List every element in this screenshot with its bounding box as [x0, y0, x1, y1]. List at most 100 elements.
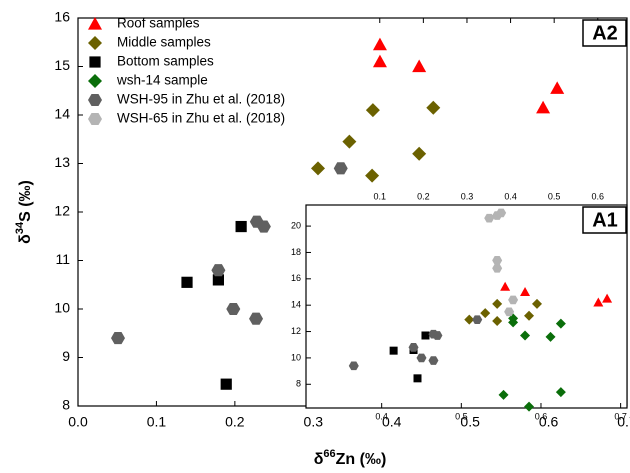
data-point: [504, 307, 515, 317]
data-point: [212, 274, 224, 286]
data-point: [508, 317, 519, 328]
data-point: [472, 315, 483, 325]
legend-marker: [89, 56, 101, 68]
data-point: [408, 343, 419, 352]
y-tick-label: 14: [54, 106, 70, 122]
x-tick-label: 0.5: [460, 414, 480, 430]
x-tick-label: 0.6: [535, 411, 548, 421]
data-point: [181, 276, 193, 288]
data-point: [372, 37, 387, 51]
x2-tick-label: 0.1: [373, 191, 386, 201]
data-point: [531, 298, 542, 309]
data-point: [602, 293, 613, 303]
panel-label-box: [582, 19, 627, 47]
y-tick-label: 8: [62, 397, 70, 413]
y-title-sup: 34: [14, 221, 26, 234]
x-title-sup: 66: [323, 448, 335, 460]
x-tick-label: 0.7: [617, 414, 630, 430]
legend-label: Roof samples: [117, 16, 200, 31]
data-point: [428, 356, 439, 365]
legend-marker: [88, 36, 102, 50]
x-tick-label: 0.4: [382, 414, 402, 430]
data-point: [389, 346, 398, 355]
data-point: [492, 298, 503, 309]
x2-tick-label: 0.2: [417, 191, 430, 201]
y-title-prefix: δ: [17, 234, 34, 244]
data-point: [593, 297, 604, 307]
data-point: [413, 374, 422, 383]
legend-label: Middle samples: [117, 35, 211, 50]
legend-marker: [88, 112, 102, 126]
y-tick-label: 16: [54, 9, 70, 25]
data-point: [464, 314, 475, 325]
data-point: [412, 146, 427, 161]
data-point: [426, 100, 441, 115]
data-point: [492, 256, 503, 265]
data-point: [508, 295, 519, 305]
data-point: [421, 331, 430, 340]
x-tick-label: 0.6: [539, 414, 559, 430]
data-point: [550, 81, 565, 94]
y-tick-label: 8: [296, 379, 301, 389]
data-point: [365, 168, 380, 183]
y-title-suffix: S (‰): [17, 180, 34, 222]
data-point: [220, 378, 232, 390]
x-tick-label: 0.3: [304, 414, 324, 430]
data-point: [480, 308, 491, 319]
legend-marker: [88, 93, 102, 107]
x2-tick-label: 0.5: [548, 191, 561, 201]
data-point: [500, 281, 511, 291]
legend-marker: [88, 17, 102, 30]
x-tick-label: 0.7: [614, 411, 627, 421]
data-point: [545, 331, 556, 342]
data-point: [536, 100, 551, 114]
y-tick-label: 10: [54, 300, 70, 316]
x2-tick-label: 0.6: [592, 191, 605, 201]
data-point: [496, 208, 507, 218]
data-point: [226, 302, 241, 316]
y-tick-label: 13: [54, 154, 70, 170]
data-point: [492, 316, 503, 326]
y-tick-label: 10: [291, 352, 301, 362]
data-point: [365, 103, 380, 118]
data-point: [342, 134, 357, 149]
y-tick-label: 12: [54, 203, 70, 219]
y-tick-label: 12: [291, 326, 301, 336]
data-point: [372, 54, 387, 68]
data-point: [524, 310, 535, 321]
panel-label: A1: [592, 209, 618, 231]
data-point: [492, 263, 503, 273]
panel-label-box: [582, 206, 627, 234]
y-tick-label: 18: [291, 247, 301, 257]
x-title-prefix: δ: [314, 451, 324, 468]
data-point: [498, 389, 509, 400]
y-axis-title: δ34S (‰): [14, 180, 34, 244]
x-tick-label: 0.2: [225, 414, 245, 430]
y-tick-label: 14: [291, 300, 301, 310]
data-point: [520, 287, 531, 296]
y-tick-label: 11: [55, 251, 70, 267]
y-tick-label: 9: [62, 348, 70, 364]
data-point: [520, 330, 531, 341]
x-tick-label: 0.4: [375, 411, 388, 421]
x-tick-label: 0.0: [68, 414, 88, 430]
x-tick-label: 0.1: [147, 414, 167, 430]
x-tick-label: 0.5: [455, 411, 468, 421]
data-point: [555, 387, 566, 398]
y-tick-label: 16: [291, 273, 301, 283]
data-point: [524, 401, 535, 412]
plot-area: [305, 204, 628, 409]
data-point: [249, 312, 264, 325]
data-point: [484, 213, 495, 223]
legend-label: WSH-65 in Zhu et al. (2018): [117, 111, 285, 126]
data-point: [348, 361, 359, 371]
data-point: [211, 264, 226, 277]
data-point: [256, 220, 271, 233]
x-title-suffix: Zn (‰): [336, 451, 387, 468]
data-point: [235, 220, 247, 233]
y-tick-label: 20: [291, 220, 301, 230]
data-point: [333, 162, 348, 175]
data-point: [416, 353, 427, 363]
data-point: [110, 332, 125, 345]
